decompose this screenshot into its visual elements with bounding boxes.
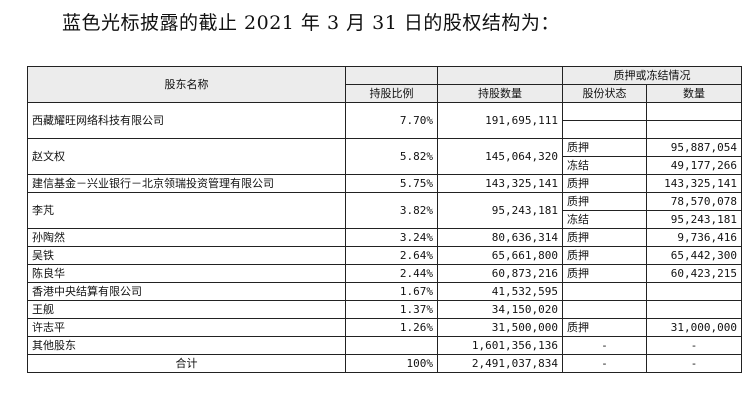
table-row: 吴铁 2.64% 65,661,800 质押 65,442,300 <box>27 246 742 265</box>
pledge-amount: - <box>646 336 742 355</box>
holding-quantity: 145,064,320 <box>437 138 563 175</box>
table-row: 孙陶然 3.24% 80,636,314 质押 9,736,416 <box>27 228 742 247</box>
holding-quantity: 143,325,141 <box>437 174 563 193</box>
holding-ratio: 1.67% <box>345 282 438 301</box>
holding-quantity: 80,636,314 <box>437 228 563 247</box>
header-row-1: 股东名称 质押或冻结情况 <box>27 66 742 103</box>
share-status <box>562 102 647 121</box>
share-status: 冻结 <box>562 156 647 175</box>
table-row: 许志平 1.26% 31,500,000 质押 31,000,000 <box>27 318 742 337</box>
shareholder-name: 赵文权 <box>27 138 346 175</box>
holding-ratio: 100% <box>345 354 438 373</box>
table-body: 西藏耀旺网络科技有限公司 7.70% 191,695,111 赵文权 5.82% 145,… <box>27 102 742 373</box>
share-status: 质押 <box>562 228 647 247</box>
shareholder-name: 西藏耀旺网络科技有限公司 <box>27 102 346 139</box>
holding-quantity: 31,500,000 <box>437 318 563 337</box>
shareholder-name: 陈良华 <box>27 264 346 283</box>
holding-quantity: 65,661,800 <box>437 246 563 265</box>
table-row: 其他股东 1,601,356,136- - <box>27 336 742 355</box>
share-status: 冻结 <box>562 210 647 229</box>
holding-ratio: 5.75% <box>345 174 438 193</box>
table-row: 香港中央结算有限公司 1.67% 41,532,595 <box>27 282 742 301</box>
holding-ratio: 7.70% <box>345 102 438 139</box>
header-row-2: 持股比例 持股数量 股份状态 数量 <box>28 84 742 103</box>
share-status: 质押 <box>562 246 647 265</box>
pledge-amount: 65,442,300 <box>646 246 742 265</box>
pledge-amount: 95,243,181 <box>646 210 742 229</box>
pledge-amount <box>646 300 742 319</box>
table-row: 建信基金－兴业银行－北京领瑞投资管理有限公司 5.75% 143,325,141 质押… <box>27 174 742 193</box>
pledge-amount: - <box>646 354 742 373</box>
pledge-amount: 49,177,266 <box>646 156 742 175</box>
share-status: 质押 <box>562 174 647 193</box>
shareholder-name: 建信基金－兴业银行－北京领瑞投资管理有限公司 <box>27 174 346 193</box>
table-row: 陈良华 2.44% 60,873,216 质押 60,423,215 <box>27 264 742 283</box>
header-pledge-group: 质押或冻结情况 <box>562 66 742 85</box>
header-amount: 数量 <box>646 84 742 103</box>
holding-ratio: 5.82% <box>345 138 438 175</box>
shareholder-table: 股东名称 质押或冻结情况 持股比例 持股数量 股份状态 数量 西藏耀旺网络科技有… <box>27 66 742 373</box>
pledge-amount: 78,570,078 <box>646 192 742 211</box>
table-row: 李芃 3.82% 95,243,181 质押 78,570,078 <box>27 192 742 229</box>
holding-quantity: 1,601,356,136 <box>437 336 563 355</box>
header-blank-2 <box>437 66 563 85</box>
document-title: 蓝色光标披露的截止 2021 年 3 月 31 日的股权结构为： <box>62 12 560 34</box>
holding-ratio: 1.26% <box>345 318 438 337</box>
header-quantity: 持股数量 <box>437 84 563 103</box>
header-ratio: 持股比例 <box>345 84 438 103</box>
shareholder-name: 香港中央结算有限公司 <box>27 282 346 301</box>
table-row: 冻结 49,177,266 <box>28 156 742 175</box>
share-status: 质押 <box>562 138 647 157</box>
holding-ratio: 1.37% <box>345 300 438 319</box>
pledge-amount: 31,000,000 <box>646 318 742 337</box>
holding-quantity: 60,873,216 <box>437 264 563 283</box>
table-row: 王舰 1.37% 34,150,020 <box>27 300 742 319</box>
holding-quantity: 2,491,037,834 <box>437 354 563 373</box>
share-status: 质押 <box>562 318 647 337</box>
share-status <box>562 300 647 319</box>
shareholder-name: 王舰 <box>27 300 346 319</box>
share-status: - <box>562 336 647 355</box>
holding-ratio: 3.24% <box>345 228 438 247</box>
pledge-amount: 143,325,141 <box>646 174 742 193</box>
holding-quantity: 41,532,595 <box>437 282 563 301</box>
holding-ratio: 3.82% <box>345 192 438 229</box>
pledge-amount <box>646 120 742 139</box>
share-status: 质押 <box>562 264 647 283</box>
pledge-amount: 95,887,054 <box>646 138 742 157</box>
share-status: 质押 <box>562 192 647 211</box>
share-status <box>562 120 647 139</box>
shareholder-name: 吴铁 <box>27 246 346 265</box>
holding-ratio: 2.44% <box>345 264 438 283</box>
pledge-amount <box>646 282 742 301</box>
table-row: 冻结 95,243,181 <box>28 210 742 229</box>
share-status: - <box>562 354 647 373</box>
holding-ratio: 2.64% <box>345 246 438 265</box>
shareholder-name: 合计 <box>27 354 346 373</box>
holding-quantity: 34,150,020 <box>437 300 563 319</box>
pledge-amount: 9,736,416 <box>646 228 742 247</box>
shareholder-name: 孙陶然 <box>27 228 346 247</box>
shareholder-name: 李芃 <box>27 192 346 229</box>
share-status <box>562 282 647 301</box>
holding-quantity: 95,243,181 <box>437 192 563 229</box>
holding-quantity: 191,695,111 <box>437 102 563 139</box>
holding-ratio <box>345 336 438 355</box>
pledge-amount: 60,423,215 <box>646 264 742 283</box>
pledge-amount <box>646 102 742 121</box>
shareholder-name: 许志平 <box>27 318 346 337</box>
table-row: 合计 100% 2,491,037,834- - <box>27 354 742 373</box>
table-row: 赵文权 5.82% 145,064,320 质押 95,887,054 <box>27 138 742 175</box>
header-name: 股东名称 <box>27 66 346 103</box>
header-status: 股份状态 <box>562 84 647 103</box>
table-row: 西藏耀旺网络科技有限公司 7.70% 191,695,111 <box>27 102 742 139</box>
header-blank-1 <box>345 66 438 85</box>
shareholder-name: 其他股东 <box>27 336 346 355</box>
